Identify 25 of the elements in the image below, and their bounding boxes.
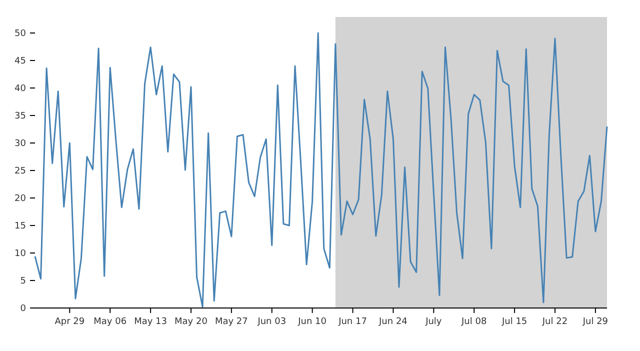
x-tick-label: May 13 <box>134 317 168 327</box>
x-tick-label: July <box>424 317 442 327</box>
x-tick-label: Jul 29 <box>582 317 608 327</box>
x-tick-label: May 20 <box>174 317 208 327</box>
x-tick-label: Jul 22 <box>541 317 568 327</box>
x-tick-label: Jun 24 <box>378 317 408 327</box>
y-tick-label: 50 <box>14 29 26 39</box>
y-tick-label: 0 <box>20 304 26 314</box>
x-tick-label: Jun 03 <box>256 317 286 327</box>
y-tick-label: 30 <box>14 139 26 149</box>
y-tick-label: 15 <box>14 222 26 232</box>
y-tick-label: 20 <box>14 194 26 204</box>
y-tick-label: 10 <box>14 249 26 259</box>
x-tick-label: Jul 08 <box>460 317 487 327</box>
y-tick-label: 40 <box>14 84 26 94</box>
x-tick-label: May 06 <box>94 317 127 327</box>
y-tick-label: 5 <box>20 276 26 286</box>
x-tick-label: Apr 29 <box>54 317 85 327</box>
x-tick-label: Jul 15 <box>500 317 528 327</box>
y-tick-label: 35 <box>14 112 26 122</box>
x-tick-label: May 27 <box>214 317 248 327</box>
x-tick-label: Jun 17 <box>338 317 367 327</box>
y-tick-label: 45 <box>14 56 26 66</box>
y-tick-label: 25 <box>14 166 26 176</box>
x-tick-label: Jun 10 <box>297 317 327 327</box>
